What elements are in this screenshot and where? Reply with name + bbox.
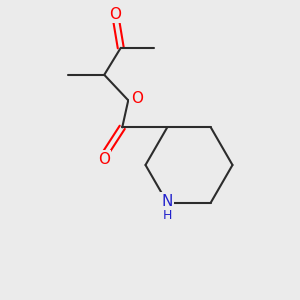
- Text: H: H: [163, 209, 172, 222]
- Text: N: N: [162, 194, 173, 209]
- Text: O: O: [109, 7, 121, 22]
- Text: O: O: [131, 91, 143, 106]
- Text: O: O: [98, 152, 110, 167]
